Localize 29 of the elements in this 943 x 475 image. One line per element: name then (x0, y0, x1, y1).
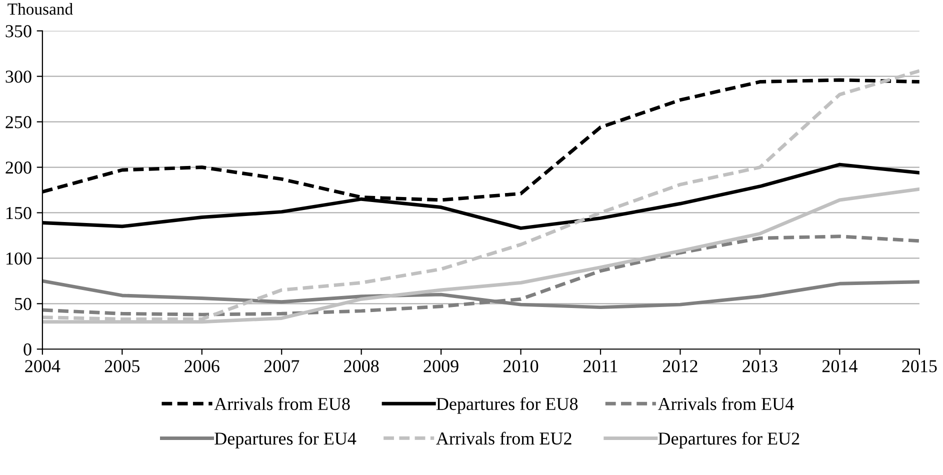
y-tick-label: 350 (6, 25, 32, 38)
x-tick-label: 2005 (104, 360, 140, 372)
y-tick-label: 200 (6, 162, 32, 174)
y-tick-label: 50 (15, 298, 32, 310)
y-tick-label: 250 (6, 116, 32, 128)
y-axis-title: Thousand (8, 3, 73, 15)
legend-label: Departures for EU2 (658, 432, 800, 448)
y-tick-label: 100 (6, 252, 32, 265)
legend-label: Arrivals from EU4 (658, 397, 794, 410)
legend-label: Departures for EU8 (436, 397, 578, 414)
x-tick-label: 2009 (424, 360, 458, 372)
x-tick-label: 2014 (822, 360, 858, 372)
y-tick-label: 0 (24, 343, 32, 356)
legend-label: Departures for EU4 (214, 432, 356, 448)
legend-label: Arrivals from EU8 (214, 397, 350, 410)
x-tick-label: 2004 (25, 360, 60, 372)
y-tick-label: 300 (6, 70, 32, 83)
x-tick-label: 2007 (264, 360, 300, 372)
y-tick-label: 150 (6, 206, 32, 220)
x-tick-label: 2008 (344, 360, 379, 372)
x-tick-label: 2015 (902, 360, 937, 372)
x-tick-label: 2006 (184, 360, 220, 372)
x-tick-label: 2010 (504, 360, 538, 372)
x-tick-label: 2012 (662, 360, 698, 372)
x-tick-label: 2013 (742, 360, 778, 372)
legend-label: Arrivals from EU2 (436, 432, 572, 445)
x-tick-label: 2011 (584, 360, 618, 372)
line-series (42, 69, 920, 321)
line-series (42, 234, 920, 316)
